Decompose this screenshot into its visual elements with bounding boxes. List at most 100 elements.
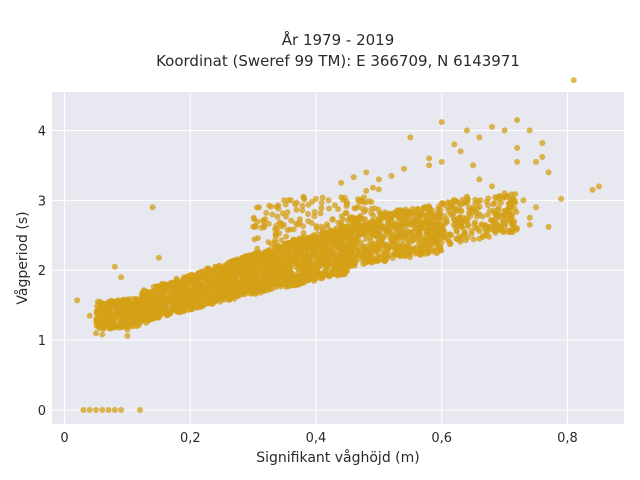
data-point — [262, 249, 269, 256]
data-point — [368, 199, 375, 205]
data-point — [338, 179, 345, 186]
data-point — [570, 77, 577, 84]
data-point — [419, 234, 426, 241]
data-point — [333, 236, 340, 243]
data-point — [287, 197, 294, 204]
data-point — [388, 172, 395, 179]
data-point — [188, 297, 195, 304]
data-point — [258, 262, 265, 269]
data-point — [375, 176, 382, 183]
data-point — [401, 211, 407, 218]
x-tick-label: 0,4 — [306, 431, 327, 446]
data-point — [275, 205, 282, 212]
data-point — [160, 304, 167, 311]
data-point — [390, 223, 397, 230]
data-point — [416, 241, 423, 248]
data-point — [111, 263, 118, 270]
data-point — [345, 251, 351, 257]
data-point — [282, 262, 289, 269]
data-point — [269, 269, 276, 276]
y-tick-label: 4 — [38, 124, 46, 139]
data-point — [254, 268, 261, 275]
data-point — [293, 206, 300, 213]
data-point — [105, 305, 112, 312]
data-point — [512, 191, 519, 198]
data-point — [438, 119, 445, 126]
data-point — [222, 296, 228, 303]
data-point — [99, 305, 106, 312]
data-point — [212, 263, 219, 270]
data-point — [204, 266, 211, 273]
data-point — [401, 253, 408, 260]
data-point — [478, 222, 485, 229]
data-point — [363, 169, 370, 176]
data-point — [311, 268, 318, 275]
data-point — [93, 318, 100, 324]
data-point — [282, 254, 289, 261]
data-point — [514, 117, 521, 123]
data-point — [350, 174, 357, 181]
data-point — [143, 290, 150, 297]
data-point — [362, 256, 369, 263]
data-point — [405, 237, 412, 244]
data-point — [495, 204, 502, 211]
data-point — [363, 236, 370, 243]
data-point — [486, 207, 493, 214]
data-point — [423, 213, 430, 220]
data-point — [228, 291, 235, 298]
data-point — [124, 303, 131, 310]
data-point — [221, 291, 228, 298]
data-point — [278, 237, 285, 244]
data-point — [320, 242, 327, 249]
data-point — [239, 274, 246, 281]
data-point — [526, 221, 533, 228]
data-point — [326, 273, 333, 280]
data-point — [433, 228, 440, 235]
data-point — [254, 245, 261, 252]
data-point — [388, 214, 395, 221]
data-point — [468, 227, 475, 234]
y-axis-ticks: 0 1 2 3 4 — [38, 124, 46, 419]
x-axis-ticks: 0 0,2 0,4 0,6 0,8 — [60, 431, 577, 446]
data-point — [242, 290, 249, 297]
data-point — [450, 204, 457, 211]
data-point — [447, 211, 454, 218]
data-point — [138, 291, 145, 298]
data-point — [533, 158, 539, 165]
data-point — [174, 295, 181, 302]
data-point — [273, 222, 280, 229]
data-point — [300, 223, 307, 230]
data-point — [352, 218, 358, 225]
data-point — [206, 276, 213, 283]
data-point — [244, 253, 251, 260]
data-point — [246, 265, 253, 272]
data-point — [501, 127, 508, 134]
data-point — [250, 253, 257, 260]
data-point — [263, 283, 270, 290]
data-point — [380, 257, 387, 264]
data-point — [124, 309, 131, 316]
data-point — [143, 319, 150, 326]
data-point — [325, 256, 332, 263]
data-point — [300, 229, 307, 236]
data-point — [438, 158, 445, 165]
data-point — [443, 219, 450, 226]
data-point — [369, 218, 376, 225]
data-point — [304, 254, 311, 261]
data-point — [426, 162, 433, 169]
data-point — [461, 228, 468, 235]
data-point — [306, 236, 313, 243]
data-point — [501, 223, 508, 230]
data-point — [299, 207, 306, 214]
data-point — [350, 225, 357, 232]
data-point — [431, 211, 438, 218]
data-point — [296, 216, 303, 223]
data-point — [354, 246, 361, 253]
data-point — [357, 215, 364, 222]
data-point — [326, 236, 333, 243]
data-point — [379, 224, 386, 231]
data-point — [314, 247, 320, 254]
data-point — [300, 239, 307, 246]
data-point — [254, 204, 260, 211]
data-point — [338, 228, 345, 235]
